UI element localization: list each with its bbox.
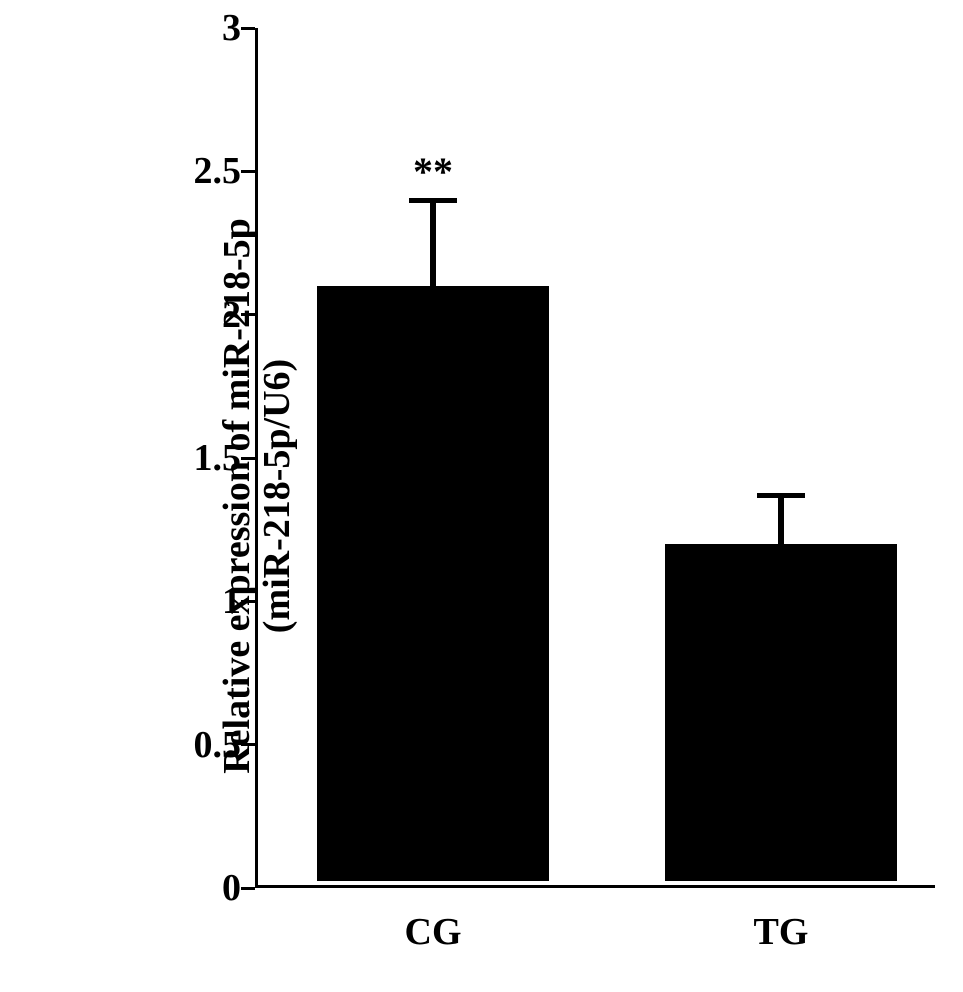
bar <box>665 544 897 881</box>
x-axis <box>255 885 935 888</box>
y-tick-label: 1 <box>222 579 255 623</box>
bar <box>317 286 549 881</box>
y-tick-label: 2.5 <box>194 149 256 193</box>
y-tick-label: 2 <box>222 293 255 337</box>
error-bar-cap <box>409 198 457 203</box>
category-label: CG <box>405 888 462 954</box>
error-bar-stem <box>430 200 436 286</box>
error-bar-stem <box>778 495 784 544</box>
significance-label: ** <box>413 148 453 195</box>
y-tick-label: 0.5 <box>194 723 256 767</box>
bar-chart: Relative expression of miR-218-5p (miR-2… <box>0 0 963 992</box>
y-tick-label: 1.5 <box>194 436 256 480</box>
y-tick-label: 3 <box>222 6 255 50</box>
plot-area: 00.511.522.53CG**TG <box>255 28 935 888</box>
y-tick-label: 0 <box>222 866 255 910</box>
category-label: TG <box>754 888 809 954</box>
error-bar-cap <box>757 493 805 498</box>
y-axis <box>255 28 258 888</box>
